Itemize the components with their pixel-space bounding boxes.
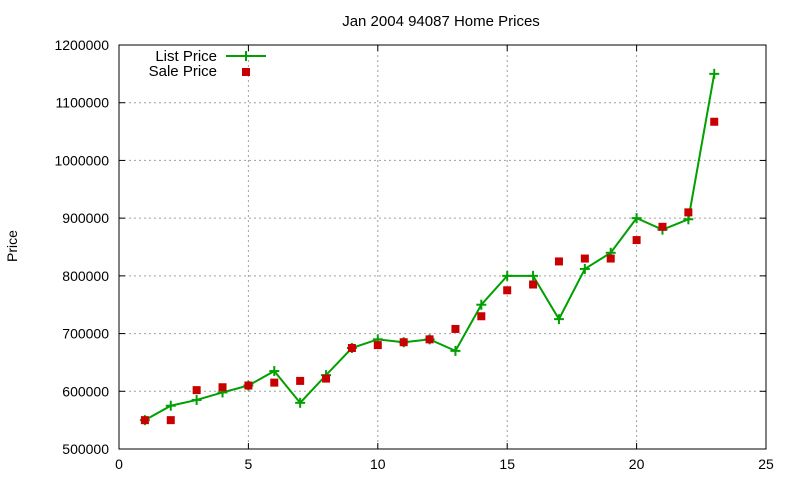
sale-price-point bbox=[503, 286, 512, 295]
legend: List Price Sale Price bbox=[149, 48, 266, 80]
sale-price-point bbox=[606, 254, 615, 263]
list-price-point bbox=[450, 345, 461, 356]
sale-price-point bbox=[425, 335, 434, 344]
sale-price-point bbox=[399, 338, 408, 347]
list-price-point bbox=[579, 263, 590, 274]
sale-price-point bbox=[166, 416, 175, 425]
legend-label-sale-price: Sale Price bbox=[149, 63, 217, 80]
list-price-point bbox=[191, 394, 202, 405]
sale-price-point bbox=[270, 378, 279, 387]
y-tick-label: 700000 bbox=[62, 326, 109, 342]
series-list-price bbox=[139, 68, 720, 426]
sale-price-point bbox=[554, 257, 563, 266]
list-price-point bbox=[165, 400, 176, 411]
sale-price-point bbox=[373, 341, 382, 350]
y-tick-label: 800000 bbox=[62, 268, 109, 284]
plot-border bbox=[118, 44, 767, 450]
series-layer bbox=[139, 68, 720, 426]
list-price-point bbox=[295, 397, 306, 408]
sale-price-point bbox=[140, 416, 149, 425]
list-price-point bbox=[502, 270, 513, 281]
grid bbox=[119, 45, 766, 449]
sale-price-point bbox=[477, 312, 486, 321]
y-tick-label: 1100000 bbox=[56, 95, 110, 111]
x-tick-label: 20 bbox=[629, 456, 645, 472]
list-price-point bbox=[553, 314, 564, 325]
y-tick-label: 600000 bbox=[62, 383, 109, 399]
legend-label-list-price: List Price bbox=[155, 48, 217, 65]
sale-price-point bbox=[710, 117, 719, 126]
list-price-point bbox=[631, 213, 642, 224]
sale-price-point bbox=[451, 324, 460, 333]
x-tick-label: 25 bbox=[758, 456, 774, 472]
x-tick-label: 10 bbox=[370, 456, 386, 472]
axis-ticks: 0 5 10 15 20 25 500000 600000 700000 800000 900000… bbox=[54, 37, 774, 472]
y-axis-label: Price bbox=[4, 230, 20, 262]
list-price-point bbox=[528, 270, 539, 281]
legend-marker-list-price bbox=[241, 51, 251, 61]
sale-price-point bbox=[580, 254, 589, 263]
y-tick-label: 1200000 bbox=[54, 37, 109, 53]
sale-price-point bbox=[218, 383, 227, 392]
sale-price-point bbox=[296, 376, 305, 385]
sale-price-point bbox=[244, 381, 253, 390]
sale-price-point bbox=[322, 374, 331, 383]
sale-price-point bbox=[192, 386, 201, 395]
sale-price-point bbox=[529, 280, 538, 289]
sale-price-point bbox=[632, 236, 641, 245]
sale-price-point bbox=[684, 208, 693, 217]
legend-marker-sale-price bbox=[242, 68, 250, 76]
x-tick-label: 5 bbox=[245, 456, 253, 472]
sale-price-point bbox=[658, 222, 667, 231]
series-sale-price bbox=[140, 117, 719, 425]
y-tick-label: 900000 bbox=[62, 210, 109, 226]
list-price-line bbox=[144, 73, 716, 422]
y-tick-label: 1000000 bbox=[54, 152, 109, 168]
x-tick-label: 0 bbox=[115, 456, 123, 472]
sale-price-point bbox=[347, 344, 356, 352]
x-tick-label: 15 bbox=[499, 456, 515, 472]
list-price-point bbox=[709, 68, 720, 79]
list-price-point bbox=[476, 299, 487, 310]
chart-title: Jan 2004 94087 Home Prices bbox=[342, 13, 540, 30]
y-tick-label: 500000 bbox=[62, 441, 109, 457]
list-price-point bbox=[269, 366, 280, 377]
